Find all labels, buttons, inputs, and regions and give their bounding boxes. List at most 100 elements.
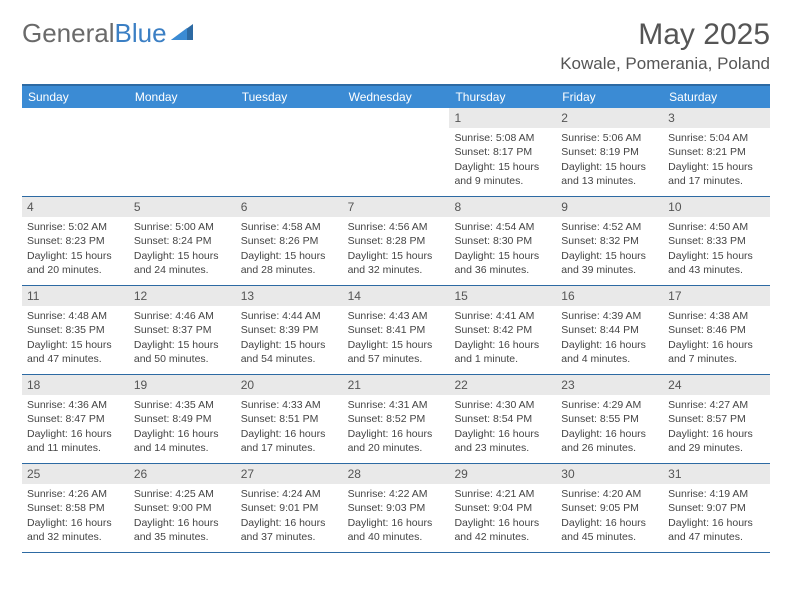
day-number: 20 (236, 375, 343, 395)
day-number: 4 (22, 197, 129, 217)
sunrise-text: Sunrise: 4:48 AM (27, 309, 124, 323)
sunrise-text: Sunrise: 4:26 AM (27, 487, 124, 501)
day-number: 12 (129, 286, 236, 306)
sunset-text: Sunset: 9:07 PM (668, 501, 765, 515)
sunset-text: Sunset: 8:58 PM (27, 501, 124, 515)
day-body: Sunrise: 4:33 AMSunset: 8:51 PMDaylight:… (236, 397, 343, 459)
day-body: Sunrise: 4:48 AMSunset: 8:35 PMDaylight:… (22, 308, 129, 370)
day-number: 26 (129, 464, 236, 484)
day-number: 18 (22, 375, 129, 395)
sunset-text: Sunset: 8:32 PM (561, 234, 658, 248)
daylight-text: Daylight: 16 hours and 1 minute. (454, 338, 551, 366)
sunset-text: Sunset: 9:04 PM (454, 501, 551, 515)
day-number: 5 (129, 197, 236, 217)
day-number: 17 (663, 286, 770, 306)
day-31: 31Sunrise: 4:19 AMSunset: 9:07 PMDayligh… (663, 464, 770, 552)
sunset-text: Sunset: 8:23 PM (27, 234, 124, 248)
day-body: Sunrise: 5:02 AMSunset: 8:23 PMDaylight:… (22, 219, 129, 281)
day-body: Sunrise: 4:36 AMSunset: 8:47 PMDaylight:… (22, 397, 129, 459)
day-number: 24 (663, 375, 770, 395)
daylight-text: Daylight: 16 hours and 26 minutes. (561, 427, 658, 455)
sunset-text: Sunset: 9:01 PM (241, 501, 338, 515)
day-number: 2 (556, 108, 663, 128)
sunrise-text: Sunrise: 4:35 AM (134, 398, 231, 412)
day-13: 13Sunrise: 4:44 AMSunset: 8:39 PMDayligh… (236, 286, 343, 374)
day-number: 14 (343, 286, 450, 306)
sunrise-text: Sunrise: 4:38 AM (668, 309, 765, 323)
sunrise-text: Sunrise: 4:39 AM (561, 309, 658, 323)
daylight-text: Daylight: 15 hours and 28 minutes. (241, 249, 338, 277)
sunrise-text: Sunrise: 4:52 AM (561, 220, 658, 234)
day-body: Sunrise: 4:21 AMSunset: 9:04 PMDaylight:… (449, 486, 556, 548)
sunrise-text: Sunrise: 4:21 AM (454, 487, 551, 501)
day-number: 21 (343, 375, 450, 395)
sunset-text: Sunset: 8:49 PM (134, 412, 231, 426)
day-21: 21Sunrise: 4:31 AMSunset: 8:52 PMDayligh… (343, 375, 450, 463)
sunset-text: Sunset: 8:21 PM (668, 145, 765, 159)
day-empty (22, 108, 129, 196)
day-body: Sunrise: 4:20 AMSunset: 9:05 PMDaylight:… (556, 486, 663, 548)
day-body: Sunrise: 4:58 AMSunset: 8:26 PMDaylight:… (236, 219, 343, 281)
dow-thursday: Thursday (449, 86, 556, 108)
daylight-text: Daylight: 16 hours and 37 minutes. (241, 516, 338, 544)
day-body: Sunrise: 4:24 AMSunset: 9:01 PMDaylight:… (236, 486, 343, 548)
day-27: 27Sunrise: 4:24 AMSunset: 9:01 PMDayligh… (236, 464, 343, 552)
day-body: Sunrise: 4:43 AMSunset: 8:41 PMDaylight:… (343, 308, 450, 370)
daylight-text: Daylight: 16 hours and 42 minutes. (454, 516, 551, 544)
title-block: May 2025 Kowale, Pomerania, Poland (560, 18, 770, 74)
daylight-text: Daylight: 15 hours and 9 minutes. (454, 160, 551, 188)
day-number (343, 108, 450, 128)
sunrise-text: Sunrise: 5:00 AM (134, 220, 231, 234)
day-19: 19Sunrise: 4:35 AMSunset: 8:49 PMDayligh… (129, 375, 236, 463)
sunset-text: Sunset: 8:33 PM (668, 234, 765, 248)
week-row: 1Sunrise: 5:08 AMSunset: 8:17 PMDaylight… (22, 108, 770, 197)
sunrise-text: Sunrise: 5:06 AM (561, 131, 658, 145)
sunset-text: Sunset: 8:54 PM (454, 412, 551, 426)
day-22: 22 Sunrise: 4:30 AMSunset: 8:54 PMDayligh… (449, 375, 556, 463)
day-body: Sunrise: 4:56 AMSunset: 8:28 PMDaylight:… (343, 219, 450, 281)
sunset-text: Sunset: 8:57 PM (668, 412, 765, 426)
day-body: Sunrise: 4:46 AMSunset: 8:37 PMDaylight:… (129, 308, 236, 370)
day-3: 3Sunrise: 5:04 AMSunset: 8:21 PMDaylight… (663, 108, 770, 196)
sunrise-text: Sunrise: 4:19 AM (668, 487, 765, 501)
day-number: 25 (22, 464, 129, 484)
day-8: 8Sunrise: 4:54 AMSunset: 8:30 PMDaylight… (449, 197, 556, 285)
daylight-text: Daylight: 16 hours and 23 minutes. (454, 427, 551, 455)
sunrise-text: Sunrise: 4:30 AM (454, 398, 551, 412)
dow-friday: Friday (556, 86, 663, 108)
day-number: 23 (556, 375, 663, 395)
dow-saturday: Saturday (663, 86, 770, 108)
day-number: 30 (556, 464, 663, 484)
daylight-text: Daylight: 15 hours and 24 minutes. (134, 249, 231, 277)
day-number: 15 (449, 286, 556, 306)
day-number: 16 (556, 286, 663, 306)
sunset-text: Sunset: 8:30 PM (454, 234, 551, 248)
daylight-text: Daylight: 16 hours and 20 minutes. (348, 427, 445, 455)
day-body: Sunrise: 5:04 AMSunset: 8:21 PMDaylight:… (663, 130, 770, 192)
sunrise-text: Sunrise: 4:58 AM (241, 220, 338, 234)
daylight-text: Daylight: 15 hours and 20 minutes. (27, 249, 124, 277)
sunrise-text: Sunrise: 4:22 AM (348, 487, 445, 501)
daylight-text: Daylight: 15 hours and 39 minutes. (561, 249, 658, 277)
day-number: 29 (449, 464, 556, 484)
sunrise-text: Sunrise: 4:43 AM (348, 309, 445, 323)
day-number: 27 (236, 464, 343, 484)
sunset-text: Sunset: 8:42 PM (454, 323, 551, 337)
day-18: 18Sunrise: 4:36 AMSunset: 8:47 PMDayligh… (22, 375, 129, 463)
daylight-text: Daylight: 15 hours and 50 minutes. (134, 338, 231, 366)
day-24: 24Sunrise: 4:27 AMSunset: 8:57 PMDayligh… (663, 375, 770, 463)
sunrise-text: Sunrise: 4:29 AM (561, 398, 658, 412)
day-body: Sunrise: 4:29 AMSunset: 8:55 PMDaylight:… (556, 397, 663, 459)
sunrise-text: Sunrise: 4:46 AM (134, 309, 231, 323)
day-body: Sunrise: 4:44 AMSunset: 8:39 PMDaylight:… (236, 308, 343, 370)
day-4: 4Sunrise: 5:02 AMSunset: 8:23 PMDaylight… (22, 197, 129, 285)
day-number: 31 (663, 464, 770, 484)
sunset-text: Sunset: 8:19 PM (561, 145, 658, 159)
day-empty (343, 108, 450, 196)
calendar: SundayMondayTuesdayWednesdayThursdayFrid… (22, 84, 770, 553)
day-empty (129, 108, 236, 196)
day-body: Sunrise: 4:54 AMSunset: 8:30 PMDaylight:… (449, 219, 556, 281)
day-number: 22 (449, 375, 556, 395)
day-number (22, 108, 129, 128)
logo-text-2: Blue (115, 18, 167, 49)
